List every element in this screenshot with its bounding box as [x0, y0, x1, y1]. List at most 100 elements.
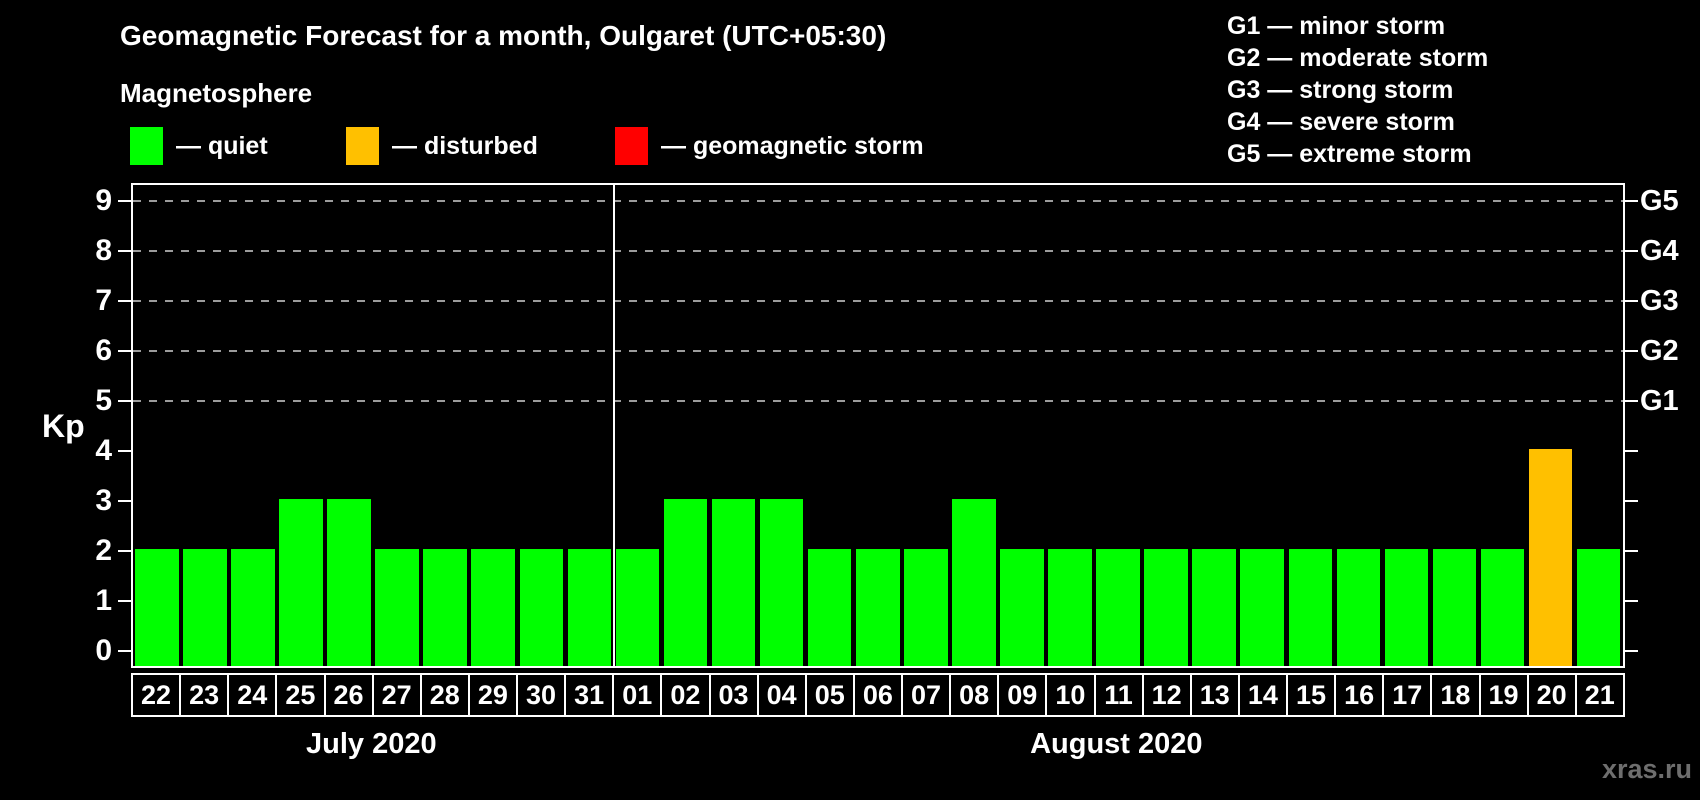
day-cell-12: 12: [1141, 673, 1192, 717]
kp-bar-day-15: [1288, 548, 1333, 666]
kp-bar-day-18: [1432, 548, 1477, 666]
kp-bar-day-28: [423, 548, 467, 666]
day-cell-14: 14: [1237, 673, 1288, 717]
gridline-kp5: [133, 399, 1623, 402]
gridline-kp7: [133, 299, 1623, 302]
y-axis-label-3: 3: [95, 483, 112, 517]
day-cell-23: 23: [179, 673, 230, 717]
day-cell-04: 04: [756, 673, 807, 717]
day-cell-11: 11: [1093, 673, 1144, 717]
day-cell-29: 29: [467, 673, 518, 717]
kp-bar-day-20: [1528, 448, 1573, 666]
day-cell-26: 26: [323, 673, 374, 717]
kp-bar-day-16: [1336, 548, 1381, 666]
month-label-august: August 2020: [1030, 728, 1203, 760]
y-axis-label-5: 5: [95, 383, 112, 417]
day-cell-10: 10: [1045, 673, 1096, 717]
day-axis-row: 22 23 24 25 26 27 28 29 30 31 01 02 03 04 05 06 07 08 09 10…: [131, 673, 1625, 717]
y-axis-tick-left: [118, 549, 131, 552]
chart-title: Geomagnetic Forecast for a month, Oulgar…: [120, 20, 887, 51]
g-legend-line: G2 — moderate storm: [1227, 44, 1489, 72]
day-cell-16: 16: [1334, 673, 1385, 717]
y-axis-label-8: 8: [95, 233, 112, 267]
legend-item-quiet: — quiet: [130, 127, 268, 165]
y-axis-tick-right: [1625, 449, 1638, 452]
kp-bar-day-01: [615, 548, 660, 666]
kp-bar-day-31: [567, 548, 612, 666]
kp-bar-day-07: [904, 548, 948, 666]
gridline-kp8: [133, 249, 1623, 252]
g-legend-line: G4 — severe storm: [1227, 108, 1455, 136]
day-cell-20: 20: [1526, 673, 1577, 717]
legend-item-disturbed: — disturbed: [346, 127, 538, 165]
kp-bar-day-27: [375, 548, 419, 666]
g-legend-line: G3 — strong storm: [1227, 76, 1454, 104]
month-label-july: July 2020: [306, 728, 437, 760]
g-axis-label-g3: G3: [1640, 284, 1679, 317]
gridline-kp6: [133, 349, 1623, 352]
g-legend-line: G5 — extreme storm: [1227, 140, 1472, 168]
y-axis-tick-right: [1625, 349, 1638, 352]
day-cell-17: 17: [1382, 673, 1433, 717]
legend-item-storm: — geomagnetic storm: [615, 127, 924, 165]
y-axis-tick-right: [1625, 599, 1638, 602]
y-axis-tick-left: [118, 399, 131, 402]
day-cell-08: 08: [949, 673, 1000, 717]
gridline-kp9: [133, 199, 1623, 202]
y-axis-label-2: 2: [95, 533, 112, 567]
day-cell-01: 01: [612, 673, 663, 717]
g-axis-label-g1: G1: [1640, 384, 1679, 417]
disturbed-swatch: [346, 127, 379, 165]
y-axis-tick-right: [1625, 499, 1638, 502]
y-axis-label-4: 4: [95, 433, 112, 467]
y-axis-label-6: 6: [95, 333, 112, 367]
g-legend-line: G1 — minor storm: [1227, 12, 1446, 40]
legend-item-label: — quiet: [176, 131, 268, 160]
day-cell-02: 02: [660, 673, 711, 717]
quiet-swatch: [130, 127, 163, 165]
day-cell-30: 30: [516, 673, 567, 717]
day-cell-03: 03: [708, 673, 759, 717]
y-axis-tick-left: [118, 599, 131, 602]
day-cell-25: 25: [275, 673, 326, 717]
kp-axis-title: Kp: [42, 408, 85, 444]
kp-bar-day-11: [1096, 548, 1140, 666]
storm-swatch: [615, 127, 648, 165]
kp-bar-day-21: [1576, 548, 1621, 666]
watermark-xras: xras.ru: [1601, 754, 1692, 784]
y-axis-tick-left: [118, 649, 131, 652]
y-axis-tick-left: [118, 199, 131, 202]
kp-bar-day-25: [279, 498, 323, 666]
y-axis-tick-right: [1625, 399, 1638, 402]
y-axis-tick-left: [118, 249, 131, 252]
day-cell-07: 07: [901, 673, 952, 717]
kp-bar-day-22: [135, 548, 179, 666]
month-separator-line: [612, 185, 615, 666]
y-axis-tick-right: [1625, 549, 1638, 552]
plot-area: [131, 183, 1625, 668]
kp-bar-day-06: [855, 548, 900, 666]
kp-bar-day-08: [952, 498, 996, 666]
kp-bar-day-03: [711, 498, 756, 666]
y-axis-tick-right: [1625, 249, 1638, 252]
y-axis-label-9: 9: [95, 183, 112, 217]
day-cell-09: 09: [997, 673, 1048, 717]
kp-bar-day-24: [231, 548, 275, 666]
y-axis-tick-right: [1625, 299, 1638, 302]
y-axis-label-7: 7: [95, 283, 112, 317]
g-axis-label-g5: G5: [1640, 184, 1679, 217]
y-axis-tick-left: [118, 499, 131, 502]
kp-bar-day-26: [327, 498, 371, 666]
kp-bar-day-14: [1240, 548, 1285, 666]
day-cell-24: 24: [227, 673, 278, 717]
g-scale-legend: G1 — minor storm G2 — moderate storm G3 — …: [1227, 10, 1488, 170]
day-cell-05: 05: [804, 673, 855, 717]
day-cell-13: 13: [1189, 673, 1240, 717]
kp-bar-day-13: [1192, 548, 1236, 666]
day-cell-15: 15: [1286, 673, 1337, 717]
g-axis-label-g2: G2: [1640, 334, 1679, 367]
y-axis-tick-right: [1625, 649, 1638, 652]
day-cell-19: 19: [1478, 673, 1529, 717]
kp-bar-day-09: [1000, 548, 1044, 666]
